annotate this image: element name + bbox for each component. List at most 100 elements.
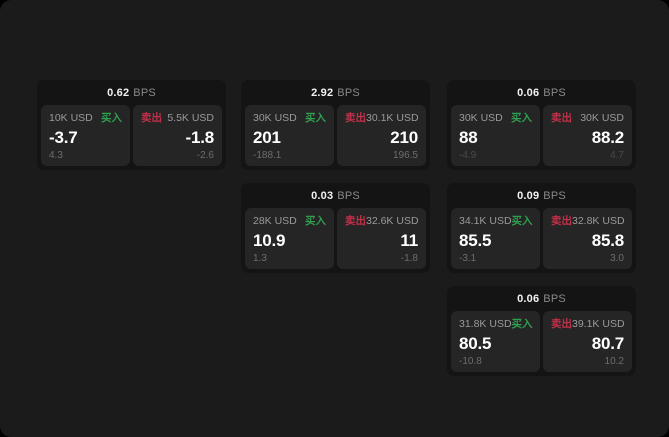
bps-value: 2.92 [311,86,334,99]
buy-price: 10.9 [253,231,286,250]
buy-panel[interactable]: 31.8K USD 买入 80.5 -10.8 [451,311,540,372]
buy-price: 85.5 [459,231,492,250]
quote-card[interactable]: 0.06 BPS 31.8K USD 买入 80.5 -10.8 卖 [447,286,636,376]
card-sides: 28K USD 买入 10.9 1.3 卖出 32.6K USD 11 -1.8 [241,208,430,269]
buy-delta: 4.3 [49,150,63,161]
sell-action-label: 卖出 [345,215,366,227]
buy-delta: 1.3 [253,253,267,264]
bps-unit: BPS [543,292,566,305]
quote-column-1: 0.62 BPS 10K USD 买入 -3.7 4.3 卖出 [37,80,226,183]
quote-column-3: 0.06 BPS 30K USD 买入 88 -4.9 卖出 [447,80,636,389]
quote-board: 0.62 BPS 10K USD 买入 -3.7 4.3 卖出 [37,80,636,392]
bps-unit: BPS [543,189,566,202]
buy-header: 34.1K USD 买入 [459,214,533,228]
sell-action-label: 卖出 [551,318,572,330]
sell-panel[interactable]: 卖出 32.6K USD 11 -1.8 [337,208,426,269]
card-sides: 30K USD 买入 88 -4.9 卖出 30K USD 88.2 4.7 [447,105,636,166]
bps-unit: BPS [337,189,360,202]
sell-size-label: 32.8K USD [572,214,625,227]
buy-price: -3.7 [49,128,78,147]
sell-header: 卖出 32.8K USD [551,214,625,228]
card-sides: 31.8K USD 买入 80.5 -10.8 卖出 39.1K USD 80.… [447,311,636,372]
sell-header: 卖出 32.6K USD [345,214,419,228]
sell-header: 卖出 30.1K USD [345,111,419,125]
sell-price: 88.2 [591,128,624,147]
bps-value: 0.06 [517,292,540,305]
buy-price: 88 [459,128,478,147]
buy-size-label: 34.1K USD [459,214,512,227]
sell-size-label: 32.6K USD [366,214,419,227]
card-header: 0.62 BPS [37,80,226,105]
buy-panel[interactable]: 10K USD 买入 -3.7 4.3 [41,105,130,166]
sell-header: 卖出 5.5K USD [141,111,214,125]
sell-price: 210 [390,128,418,147]
buy-action-label: 买入 [305,112,326,124]
sell-size-label: 39.1K USD [572,317,625,330]
buy-delta: -4.9 [459,150,477,161]
sell-header: 卖出 30K USD [551,111,624,125]
quote-card[interactable]: 0.62 BPS 10K USD 买入 -3.7 4.3 卖出 [37,80,226,170]
sell-delta: -1.8 [400,253,418,264]
sell-price: 85.8 [591,231,624,250]
buy-price: 80.5 [459,334,492,353]
buy-action-label: 买入 [305,215,326,227]
buy-delta: -188.1 [253,150,282,161]
buy-action-label: 买入 [101,112,122,124]
sell-price: 11 [400,231,418,250]
sell-panel[interactable]: 卖出 30.1K USD 210 196.5 [337,105,426,166]
buy-header: 30K USD 买入 [459,111,532,125]
card-header: 2.92 BPS [241,80,430,105]
quote-card[interactable]: 0.06 BPS 30K USD 买入 88 -4.9 卖出 [447,80,636,170]
card-header: 0.03 BPS [241,183,430,208]
buy-action-label: 买入 [511,112,532,124]
buy-size-label: 30K USD [459,111,503,124]
card-sides: 30K USD 买入 201 -188.1 卖出 30.1K USD 210 1… [241,105,430,166]
sell-panel[interactable]: 卖出 30K USD 88.2 4.7 [543,105,632,166]
card-header: 0.09 BPS [447,183,636,208]
buy-panel[interactable]: 30K USD 买入 201 -188.1 [245,105,334,166]
sell-action-label: 卖出 [551,112,572,124]
card-sides: 34.1K USD 买入 85.5 -3.1 卖出 32.8K USD 85.8… [447,208,636,269]
sell-size-label: 5.5K USD [167,111,214,124]
sell-header: 卖出 39.1K USD [551,317,625,331]
buy-header: 31.8K USD 买入 [459,317,533,331]
sell-panel[interactable]: 卖出 39.1K USD 80.7 10.2 [543,311,632,372]
buy-delta: -10.8 [459,356,482,367]
buy-action-label: 买入 [511,215,533,227]
bps-value: 0.06 [517,86,540,99]
sell-action-label: 卖出 [551,215,572,227]
buy-action-label: 买入 [511,318,533,330]
quote-card[interactable]: 0.09 BPS 34.1K USD 买入 85.5 -3.1 卖出 [447,183,636,273]
sell-delta: 4.7 [610,150,624,161]
sell-size-label: 30.1K USD [366,111,419,124]
buy-header: 30K USD 买入 [253,111,326,125]
sell-delta: 196.5 [392,150,418,161]
buy-panel[interactable]: 28K USD 买入 10.9 1.3 [245,208,334,269]
card-header: 0.06 BPS [447,286,636,311]
quote-column-2: 2.92 BPS 30K USD 买入 201 -188.1 卖出 [241,80,430,286]
sell-action-label: 卖出 [345,112,366,124]
card-sides: 10K USD 买入 -3.7 4.3 卖出 5.5K USD -1.8 -2.… [37,105,226,166]
quote-card[interactable]: 2.92 BPS 30K USD 买入 201 -188.1 卖出 [241,80,430,170]
buy-size-label: 28K USD [253,214,297,227]
buy-header: 10K USD 买入 [49,111,122,125]
sell-delta: 3.0 [610,253,624,264]
buy-panel[interactable]: 34.1K USD 买入 85.5 -3.1 [451,208,540,269]
sell-action-label: 卖出 [141,112,162,124]
quote-card[interactable]: 0.03 BPS 28K USD 买入 10.9 1.3 卖出 [241,183,430,273]
bps-value: 0.03 [311,189,334,202]
sell-size-label: 30K USD [580,111,624,124]
buy-price: 201 [253,128,281,147]
sell-panel[interactable]: 卖出 5.5K USD -1.8 -2.6 [133,105,222,166]
bps-value: 0.09 [517,189,540,202]
buy-panel[interactable]: 30K USD 买入 88 -4.9 [451,105,540,166]
buy-delta: -3.1 [459,253,477,264]
sell-panel[interactable]: 卖出 32.8K USD 85.8 3.0 [543,208,632,269]
buy-size-label: 10K USD [49,111,93,124]
card-header: 0.06 BPS [447,80,636,105]
buy-header: 28K USD 买入 [253,214,326,228]
sell-delta: 10.2 [604,356,624,367]
sell-delta: -2.6 [196,150,214,161]
sell-price: -1.8 [185,128,215,147]
